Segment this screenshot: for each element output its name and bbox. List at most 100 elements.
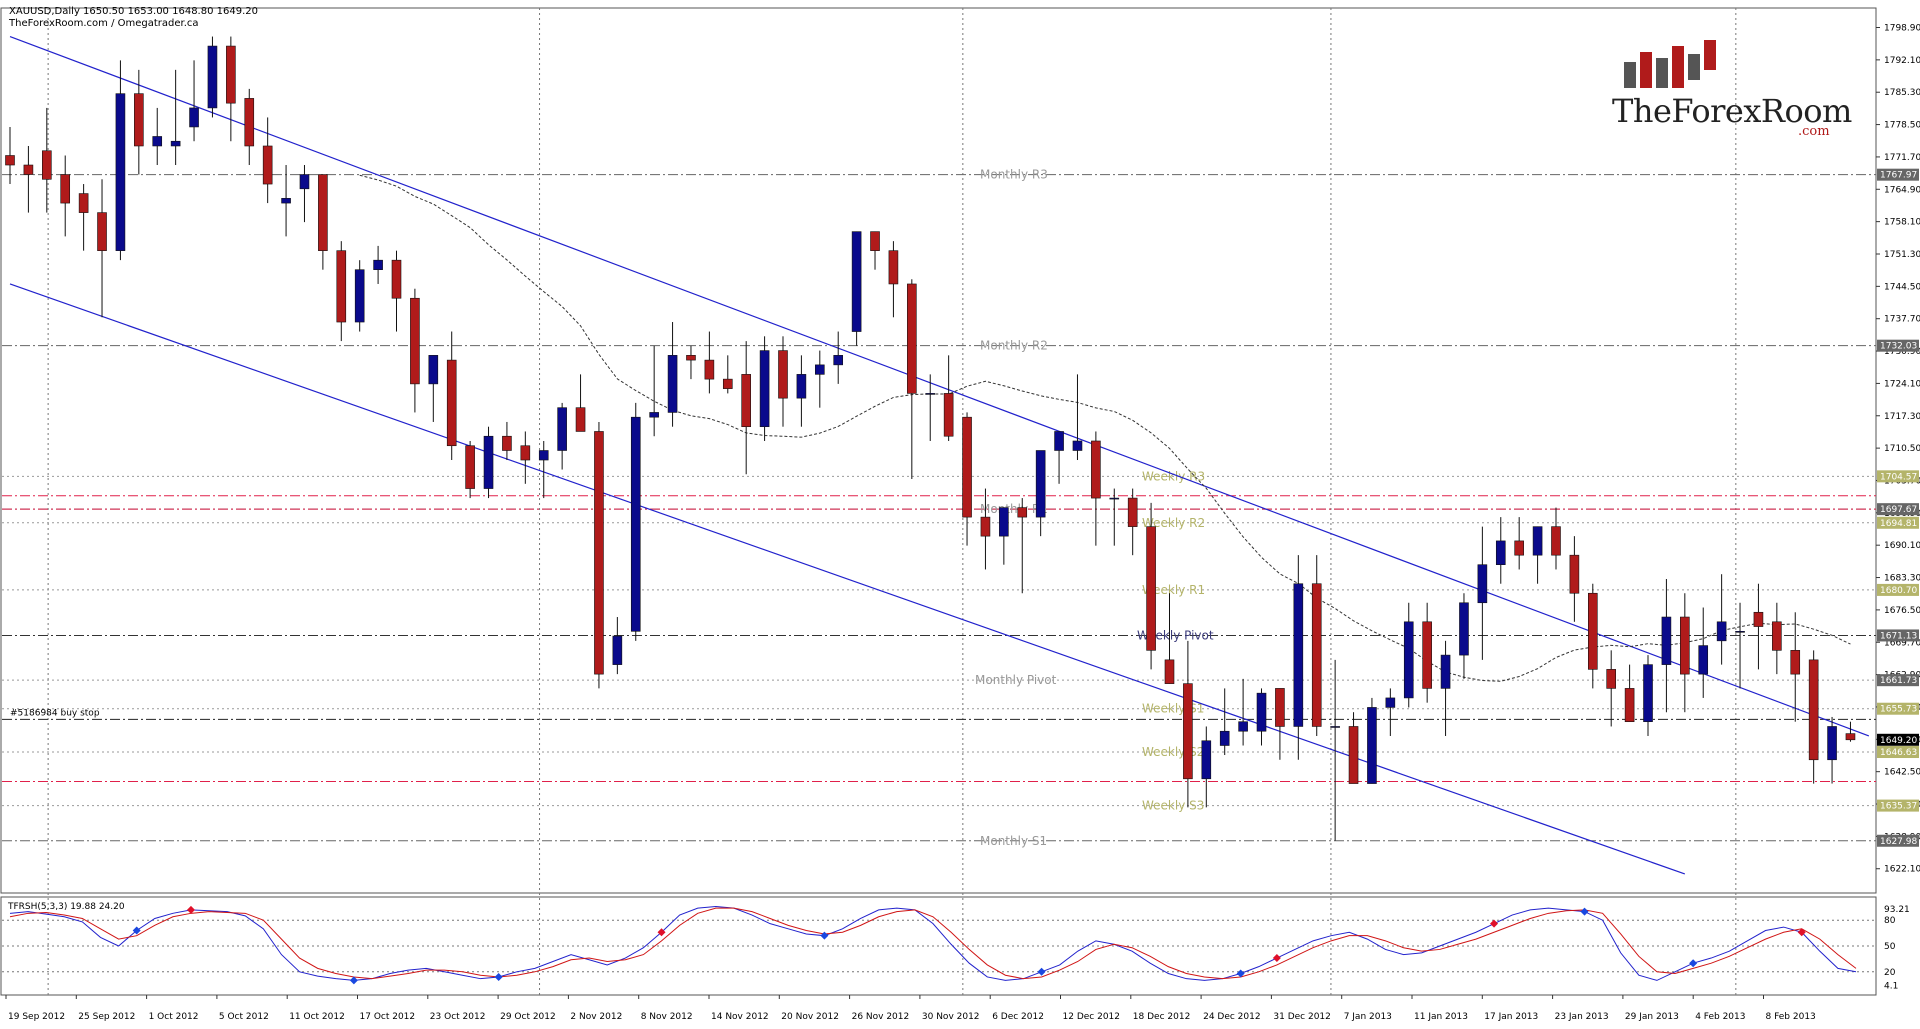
- candle-body: [667, 355, 678, 413]
- candle-body: [1587, 592, 1598, 670]
- candle-body: [60, 174, 71, 204]
- logo-wordmark: TheForexRoom: [1612, 92, 1852, 130]
- price-badge: [1877, 746, 1919, 759]
- candle-body: [538, 450, 549, 461]
- buy-signal-marker: [1037, 967, 1046, 976]
- channel-upper-line: [9, 35, 1870, 737]
- level-label: Monthly Pivot: [975, 673, 1057, 687]
- buy-signal-marker: [1236, 969, 1245, 978]
- x-tick-label: 30 Nov 2012: [922, 1012, 980, 1022]
- candle-body: [1514, 540, 1524, 556]
- candle-body: [189, 107, 199, 128]
- candle-body: [851, 231, 862, 332]
- x-tick-label: 26 Nov 2012: [852, 1012, 910, 1022]
- price-badge: [1877, 503, 1919, 516]
- oscillator-y-tick: 50: [1884, 942, 1896, 952]
- y-tick-label: 1683.30: [1884, 574, 1920, 584]
- candle-body: [1054, 431, 1064, 451]
- x-tick-label: 18 Dec 2012: [1133, 1012, 1191, 1022]
- oscillator-y-tick: 4.1: [1884, 981, 1898, 991]
- price-badge: [1877, 674, 1919, 687]
- candle-body: [1183, 683, 1193, 780]
- x-tick-label: 23 Jan 2013: [1555, 1012, 1609, 1022]
- candle-body: [502, 435, 512, 451]
- candle-body: [1219, 730, 1230, 746]
- candle-body: [1477, 564, 1488, 604]
- candle-body: [612, 635, 623, 665]
- level-label: Monthly R2: [980, 339, 1048, 353]
- price-badge-label: 1649.20: [1880, 736, 1917, 746]
- price-badge: [1877, 168, 1919, 181]
- candle-body: [226, 45, 236, 104]
- candle-body: [1532, 526, 1543, 556]
- candle-body: [1275, 688, 1285, 727]
- candle-body: [134, 93, 144, 147]
- y-tick-label: 1771.70: [1884, 153, 1920, 163]
- candle-body: [943, 393, 954, 437]
- candle-body: [999, 507, 1009, 537]
- candle-body: [962, 416, 972, 518]
- price-badge: [1877, 799, 1919, 812]
- candle-body: [815, 364, 825, 375]
- price-badge-label: 1732.03: [1880, 342, 1917, 352]
- x-tick-label: 11 Jan 2013: [1414, 1012, 1468, 1022]
- oscillator-y-tick: 20: [1884, 968, 1896, 978]
- candle-body: [594, 431, 604, 675]
- x-tick-label: 8 Nov 2012: [641, 1012, 693, 1022]
- candle-body: [170, 140, 181, 147]
- x-tick-label: 29 Oct 2012: [500, 1012, 556, 1022]
- level-label: Weekly S2: [1142, 745, 1204, 759]
- x-tick-label: 2 Nov 2012: [570, 1012, 622, 1022]
- candle-body: [686, 355, 696, 361]
- x-tick-label: 20 Nov 2012: [781, 1012, 839, 1022]
- candle-body: [722, 378, 733, 389]
- candle-body: [741, 374, 751, 428]
- y-tick-label: 1744.50: [1884, 282, 1920, 292]
- x-tick-label: 8 Feb 2013: [1766, 1012, 1816, 1022]
- y-tick-label: 1778.50: [1884, 121, 1920, 131]
- x-tick-label: 23 Oct 2012: [430, 1012, 486, 1022]
- y-tick-label: 1792.10: [1884, 56, 1920, 66]
- price-badge-label: 1635.37: [1880, 802, 1917, 812]
- x-tick-label: 17 Oct 2012: [360, 1012, 416, 1022]
- order-line-label: #5186984 buy stop: [10, 708, 100, 718]
- candle-body: [759, 350, 770, 428]
- source-line: TheForexRoom.com / Omegatrader.ca: [9, 18, 199, 29]
- x-tick-label: 29 Jan 2013: [1625, 1012, 1679, 1022]
- level-label: Monthly R1: [980, 502, 1048, 516]
- candle-body: [1403, 621, 1414, 699]
- price-badge-label: 1646.63: [1880, 748, 1917, 758]
- price-badge-label: 1704.57: [1880, 472, 1917, 482]
- candle-body: [115, 93, 126, 251]
- price-badge-label: 1671.13: [1880, 631, 1917, 641]
- candle-body: [1827, 726, 1837, 761]
- price-badge: [1877, 516, 1919, 529]
- oscillator-title: TFRSH(5,3,3) 19.88 24.20: [7, 902, 125, 912]
- candle-body: [483, 435, 494, 489]
- oscillator-pane-frame: [0, 896, 1877, 996]
- buy-signal-marker: [349, 976, 358, 985]
- level-label: Weekly S1: [1142, 702, 1204, 716]
- x-tick-label: 5 Oct 2012: [219, 1012, 269, 1022]
- price-badge-label: 1661.73: [1880, 676, 1917, 686]
- sell-signal-marker: [1272, 954, 1281, 963]
- candle-body: [925, 393, 936, 395]
- y-tick-label: 1669.70: [1884, 638, 1920, 648]
- stoch-d-line: [9, 907, 1857, 980]
- candle-body: [281, 198, 291, 204]
- candle-body: [704, 359, 715, 380]
- candle-body: [870, 231, 880, 251]
- price-badge-label: 1655.73: [1880, 705, 1917, 715]
- y-tick-label: 1690.10: [1884, 541, 1920, 551]
- candle-body: [1643, 664, 1653, 723]
- brand-logo: TheForexRoom .com: [1612, 40, 1852, 140]
- price-badge-label: 1697.67: [1880, 505, 1917, 515]
- candle-body: [796, 374, 807, 399]
- level-label: Weekly S3: [1142, 799, 1204, 813]
- candle-body: [23, 164, 34, 175]
- level-label: Weekly R1: [1142, 583, 1205, 597]
- candle-body: [446, 359, 457, 447]
- sell-signal-marker: [1797, 928, 1806, 937]
- oscillator-y-tick: 80: [1884, 916, 1896, 926]
